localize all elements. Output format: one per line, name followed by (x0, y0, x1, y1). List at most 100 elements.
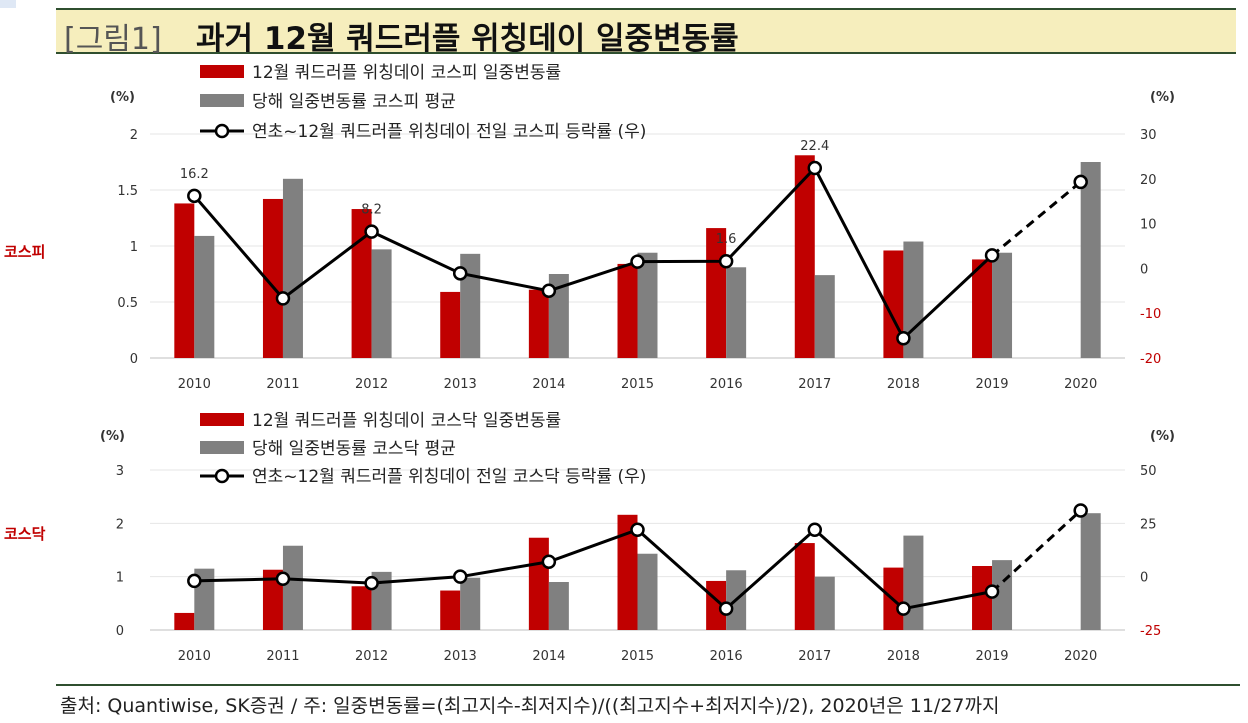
x-tick-label: 2014 (532, 649, 565, 664)
line-series-dashed (991, 509, 1082, 593)
x-tick-label: 2019 (975, 377, 1008, 392)
x-tick-label: 2018 (887, 649, 920, 664)
line-point (1073, 174, 1088, 190)
gray-bar (1080, 162, 1101, 358)
footer-source-note: 출처: Quantiwise, SK증권 / 주: 일중변동률=(최고지수-최저… (56, 684, 1240, 722)
line-point (718, 601, 734, 616)
line-point (187, 188, 202, 204)
x-tick-label: 2010 (178, 649, 211, 664)
red-bar (617, 514, 638, 630)
gray-bar (548, 582, 569, 630)
red-bar (706, 228, 727, 358)
gray-bar (903, 535, 924, 630)
gray-bar (282, 178, 303, 358)
gray-bar (460, 253, 481, 358)
gray-bar (460, 577, 481, 630)
legend-label: 당해 일중변동률 코스피 평균 (252, 92, 456, 112)
left-axis-unit: (%) (110, 90, 135, 105)
left-tick-label: 0 (116, 624, 124, 639)
line-point (364, 224, 379, 239)
left-tick-label: 3 (116, 464, 124, 479)
line-point (896, 601, 911, 616)
x-tick-label: 2011 (266, 649, 299, 664)
line-series-solid (193, 165, 994, 341)
x-tick-label: 2020 (1064, 377, 1097, 392)
right-tick-label: 10 (1140, 218, 1157, 233)
legend-swatch-red (200, 413, 244, 426)
data-label: 16.2 (180, 167, 209, 182)
right-tick-label: 0 (1140, 262, 1148, 277)
red-bar (440, 291, 461, 358)
x-tick-label: 2012 (355, 649, 388, 664)
gray-bar (637, 252, 658, 358)
line-point (541, 283, 557, 299)
x-tick-label: 2011 (266, 377, 299, 392)
data-label: 8.2 (361, 203, 382, 218)
red-bar (262, 198, 283, 358)
x-tick-label: 2019 (975, 649, 1008, 664)
line-point (630, 254, 645, 269)
x-tick-label: 2016 (710, 377, 743, 392)
title-bar: [그림1] 과거 12월 쿼드러플 위칭데이 일중변동률 (56, 8, 1236, 57)
line-point (187, 573, 202, 589)
gray-bar (637, 553, 658, 630)
legend-label: 12월 쿼드러플 위칭데이 코스닥 일중변동률 (252, 411, 561, 431)
legend-label: 연초~12월 쿼드러플 위칭데이 전일 코스닥 등락률 (우) (252, 467, 646, 487)
line-series-solid (194, 527, 993, 611)
page-title: 과거 12월 쿼드러플 위칭데이 일중변동률 (196, 21, 739, 57)
line-series-dashed (991, 180, 1082, 257)
right-tick-label: 50 (1140, 464, 1157, 479)
line-point (541, 554, 557, 569)
red-bar (972, 566, 993, 630)
gray-bar (992, 252, 1013, 358)
kospi-chart: 0 0.5 1 1.5 2 -20 -10 0 10 20 30 (%) (%) 2010 2011 2012… (110, 63, 1175, 392)
gray-bar (194, 235, 215, 358)
red-bar (972, 259, 993, 358)
right-tick-label: -20 (1140, 352, 1161, 367)
kospi-side-label: 코스피 (4, 243, 46, 261)
x-tick-label: 2010 (178, 377, 211, 392)
x-tick-label: 2012 (355, 377, 388, 392)
legend-label: 12월 쿼드러플 위칭데이 코스피 일중변동률 (252, 63, 561, 83)
x-tick-label: 2015 (621, 649, 654, 664)
x-tick-label: 2013 (444, 649, 477, 664)
x-tick-label: 2017 (798, 649, 831, 664)
red-bar (706, 580, 727, 630)
x-tick-label: 2016 (710, 649, 743, 664)
x-tick-label: 2014 (532, 377, 565, 392)
line-point (275, 291, 291, 306)
red-bar (351, 209, 372, 358)
line-point (807, 522, 823, 537)
x-tick-label: 2018 (887, 377, 920, 392)
legend-swatch-red (200, 65, 244, 78)
gray-bar (371, 249, 392, 358)
red-bar (440, 590, 461, 630)
line-point (896, 331, 911, 346)
line-point (452, 266, 468, 281)
line-point (364, 575, 379, 591)
right-tick-label: -10 (1140, 307, 1161, 322)
line-point (984, 584, 1000, 599)
left-tick-label: 0.5 (117, 296, 138, 311)
red-bar (528, 537, 549, 630)
left-tick-label: 1.5 (117, 184, 138, 199)
gray-bar (282, 545, 303, 630)
right-tick-label: 20 (1140, 173, 1157, 188)
x-tick-label: 2013 (444, 377, 477, 392)
red-bar (617, 263, 638, 358)
red-bar (174, 203, 195, 358)
line-point (1073, 503, 1088, 518)
red-bar (794, 543, 815, 630)
x-tick-label: 2015 (621, 377, 654, 392)
red-bar (262, 569, 283, 630)
line-point (630, 522, 645, 537)
right-axis-unit: (%) (1150, 90, 1175, 105)
right-tick-label: 25 (1140, 517, 1157, 532)
red-bar (351, 586, 372, 630)
legend-swatch-gray (200, 94, 244, 107)
gray-bar (1080, 513, 1101, 630)
left-tick-label: 2 (130, 128, 138, 143)
corner-thumbnail (0, 0, 16, 8)
left-tick-label: 1 (130, 240, 138, 255)
x-tick-label: 2017 (798, 377, 831, 392)
